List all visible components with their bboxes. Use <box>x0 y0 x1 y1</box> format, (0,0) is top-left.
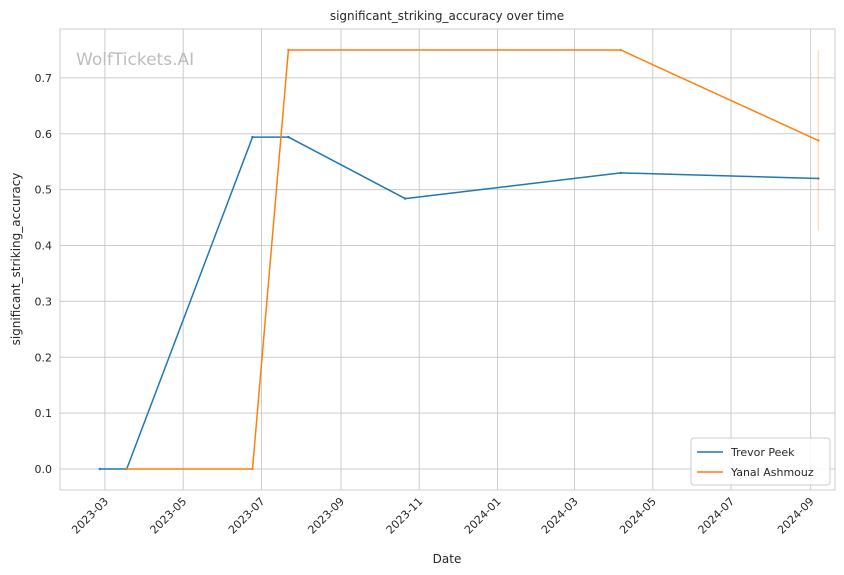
series-layer <box>98 48 820 471</box>
data-point-yanal-ashmouz <box>619 48 622 52</box>
data-point-trevor-peek <box>817 177 820 180</box>
y-tick-label: 0.2 <box>35 351 53 364</box>
chart-title: significant_striking_accuracy over time <box>330 9 564 23</box>
y-tick-label: 0.4 <box>35 240 53 253</box>
x-axis-label: Date <box>433 552 462 566</box>
y-tick-label: 0.5 <box>35 184 53 197</box>
legend-label-yanal-ashmouz: Yanal Ashmouz <box>730 466 814 479</box>
plot-area <box>59 28 836 491</box>
legend-box <box>690 437 831 486</box>
data-point-yanal-ashmouz <box>817 139 820 142</box>
y-tick-label: 0.1 <box>35 407 53 420</box>
data-point-yanal-ashmouz <box>125 467 128 471</box>
y-tick-label: 0.0 <box>35 463 53 476</box>
grid <box>60 29 835 490</box>
watermark: WolfTickets.AI <box>76 50 194 70</box>
data-point-yanal-ashmouz <box>287 48 290 52</box>
y-axis-label: significant_striking_accuracy <box>9 173 23 346</box>
y-tick-label: 0.7 <box>35 72 53 85</box>
data-point-trevor-peek <box>98 467 101 471</box>
data-point-trevor-peek <box>403 197 407 200</box>
data-point-trevor-peek <box>251 135 254 139</box>
data-point-yanal-ashmouz <box>251 467 254 471</box>
legend-label-trevor-peek: Trevor Peek <box>730 446 795 459</box>
y-tick-label: 0.3 <box>35 295 53 308</box>
legend: Trevor Peek Yanal Ashmouz <box>690 437 831 486</box>
data-point-trevor-peek <box>287 135 290 139</box>
y-tick-label: 0.6 <box>35 128 53 141</box>
data-point-trevor-peek <box>619 171 622 175</box>
